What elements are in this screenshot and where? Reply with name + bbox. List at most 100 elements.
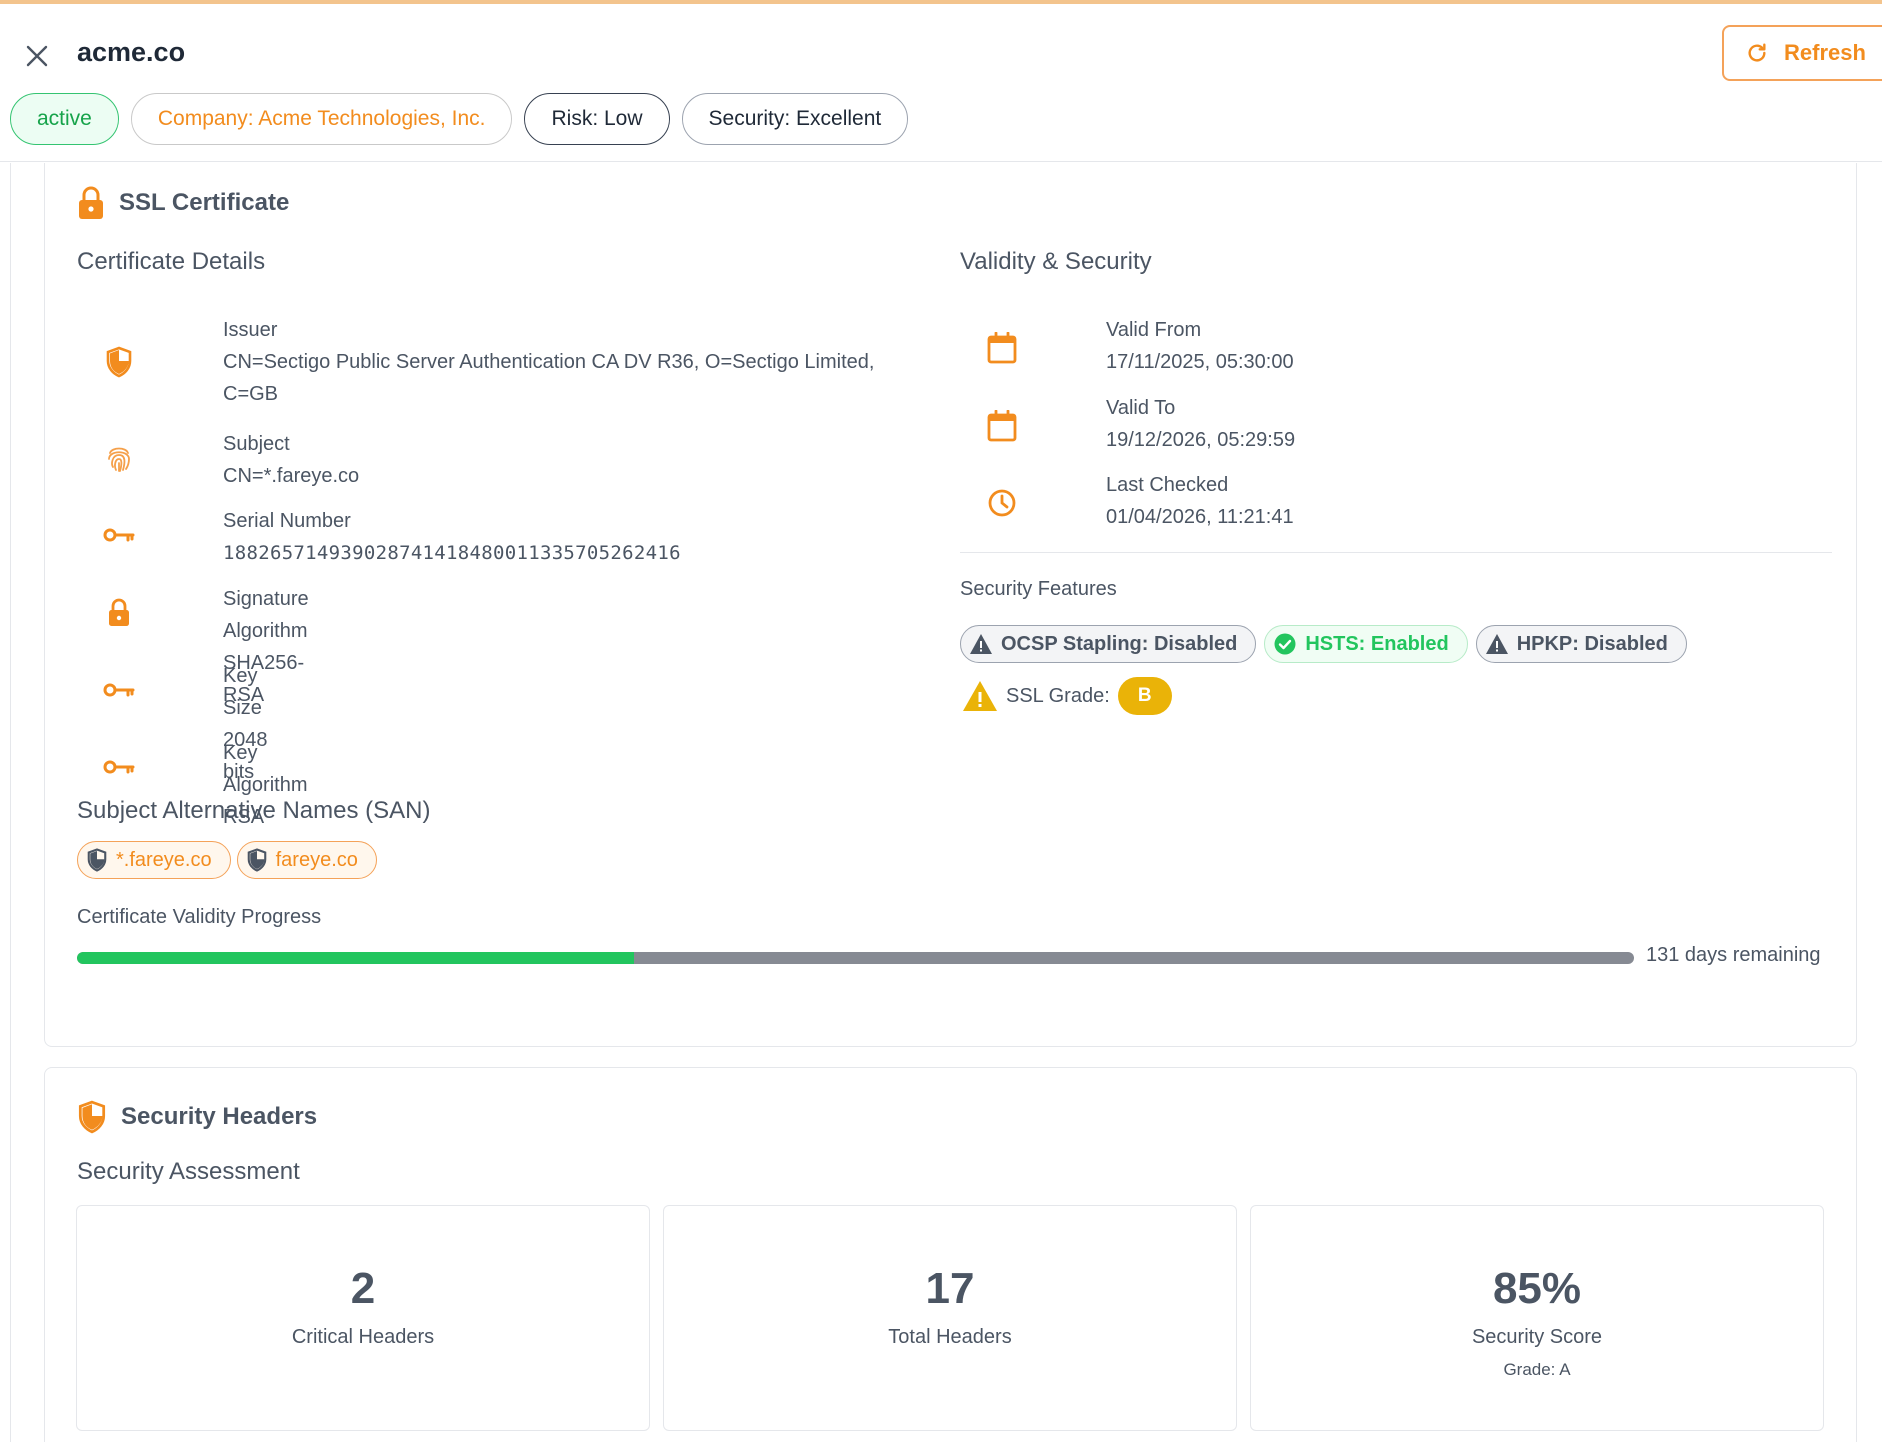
headers-title-text: Security Headers bbox=[121, 1103, 318, 1130]
hsts-chip: HSTS: Enabled bbox=[1264, 625, 1468, 663]
page-title: acme.co bbox=[77, 37, 186, 67]
security-score-value: 85% bbox=[1492, 1264, 1582, 1313]
lock-icon bbox=[79, 186, 103, 219]
risk-tag[interactable]: Risk: Low bbox=[524, 93, 670, 145]
status-badge[interactable]: active bbox=[10, 93, 119, 145]
lock-icon bbox=[109, 598, 129, 626]
security-score-label: Security Score bbox=[1471, 1326, 1603, 1348]
detail-header: acme.co Refresh active Company: Acme Tec… bbox=[0, 4, 1882, 162]
critical-headers-stat: 2 Critical Headers bbox=[76, 1205, 650, 1431]
total-headers-value: 17 bbox=[925, 1264, 975, 1313]
headers-card-title: Security Headers bbox=[77, 1100, 317, 1134]
ssl-grade-label: SSL Grade: bbox=[1006, 684, 1110, 707]
key-icon bbox=[103, 528, 135, 542]
issuer-label: Issuer bbox=[223, 319, 278, 341]
check-circle-icon bbox=[1274, 633, 1296, 655]
warning-icon bbox=[970, 634, 992, 654]
security-tag[interactable]: Security: Excellent bbox=[681, 93, 909, 145]
key-size-value: 2048 bits bbox=[223, 729, 268, 783]
validity-progress-bar bbox=[77, 952, 1634, 964]
ssl-grade-row: SSL Grade: B bbox=[962, 677, 1172, 715]
serial-row: Serial Number 18826571493902874141848001… bbox=[97, 505, 681, 565]
ocsp-stapling-text: OCSP Stapling: Disabled bbox=[1001, 632, 1238, 655]
ssl-card-title: SSL Certificate bbox=[77, 186, 289, 220]
total-headers-stat: 17 Total Headers bbox=[663, 1205, 1237, 1431]
last-checked-row: Last Checked 01/04/2026, 11:21:41 bbox=[980, 469, 1294, 537]
shield-icon bbox=[106, 346, 132, 378]
shield-icon bbox=[78, 1100, 106, 1134]
security-assessment-heading: Security Assessment bbox=[77, 1158, 300, 1185]
warning-icon bbox=[963, 681, 997, 711]
calendar-icon bbox=[987, 332, 1017, 364]
san-heading: Subject Alternative Names (SAN) bbox=[77, 797, 431, 824]
total-headers-label: Total Headers bbox=[888, 1326, 1012, 1348]
san-text: *.fareye.co bbox=[116, 848, 212, 871]
refresh-label: Refresh bbox=[1784, 40, 1866, 65]
warning-icon bbox=[1485, 634, 1508, 654]
security-features-list: OCSP Stapling: Disabled HSTS: Enabled HP… bbox=[960, 625, 1687, 663]
valid-from-value: 17/11/2025, 05:30:00 bbox=[1106, 351, 1294, 373]
serial-value: 188265714939028741418480011335705262416 bbox=[223, 542, 681, 564]
signature-algorithm-value: SHA256-RSA bbox=[223, 652, 305, 706]
valid-to-value: 19/12/2026, 05:29:59 bbox=[1106, 429, 1296, 451]
security-score-grade: Grade: A bbox=[1503, 1360, 1571, 1379]
content-scroll-area[interactable]: SSL Certificate Certificate Details Vali… bbox=[0, 163, 1882, 1442]
refresh-button[interactable]: Refresh bbox=[1722, 25, 1882, 81]
refresh-icon bbox=[1748, 43, 1766, 62]
tag-list: active Company: Acme Technologies, Inc. … bbox=[10, 93, 909, 145]
san-chip: fareye.co bbox=[236, 841, 377, 879]
valid-from-row: Valid From 17/11/2025, 05:30:00 bbox=[980, 314, 1294, 382]
key-size-row: Key Size 2048 bits bbox=[97, 660, 268, 783]
hpkp-text: HPKP: Disabled bbox=[1516, 632, 1668, 655]
fingerprint-icon bbox=[108, 447, 130, 472]
san-list: *.fareye.co fareye.co bbox=[77, 841, 377, 879]
san-chip: *.fareye.co bbox=[77, 841, 231, 879]
subject-row: Subject CN=*.fareye.co bbox=[97, 428, 359, 488]
serial-label: Serial Number bbox=[223, 510, 351, 532]
valid-to-row: Valid To 19/12/2026, 05:29:59 bbox=[980, 392, 1295, 460]
subject-value: CN=*.fareye.co bbox=[223, 465, 360, 487]
signature-algorithm-label: Signature Algorithm bbox=[223, 588, 309, 642]
signature-algorithm-row: Signature Algorithm SHA256-RSA bbox=[97, 583, 309, 706]
last-checked-value: 01/04/2026, 11:21:41 bbox=[1106, 506, 1294, 528]
left-divider bbox=[10, 163, 11, 1442]
critical-headers-label: Critical Headers bbox=[291, 1326, 435, 1348]
validity-divider bbox=[960, 552, 1832, 553]
ssl-grade-badge: B bbox=[1117, 677, 1172, 715]
ocsp-stapling-chip: OCSP Stapling: Disabled bbox=[960, 625, 1257, 663]
close-icon bbox=[26, 45, 48, 67]
ssl-title-text: SSL Certificate bbox=[119, 189, 290, 216]
calendar-icon bbox=[987, 410, 1017, 442]
company-tag[interactable]: Company: Acme Technologies, Inc. bbox=[130, 93, 513, 145]
key-algorithm-label: Key Algorithm bbox=[223, 742, 308, 796]
clock-icon bbox=[988, 489, 1016, 517]
critical-headers-value: 2 bbox=[350, 1264, 376, 1313]
top-accent-line bbox=[0, 0, 1882, 4]
security-features-heading: Security Features bbox=[960, 578, 1117, 600]
key-algorithm-row: Key Algorithm RSA bbox=[97, 737, 307, 828]
subject-label: Subject bbox=[223, 433, 290, 455]
valid-from-label: Valid From bbox=[1106, 319, 1202, 341]
hpkp-chip: HPKP: Disabled bbox=[1475, 625, 1687, 663]
validity-security-heading: Validity & Security bbox=[960, 248, 1152, 275]
san-text: fareye.co bbox=[275, 848, 358, 871]
key-size-label: Key Size bbox=[223, 665, 262, 719]
issuer-value-line2: C=GB bbox=[223, 383, 279, 405]
key-algorithm-value: RSA bbox=[223, 806, 265, 828]
close-button[interactable] bbox=[22, 41, 52, 71]
ssl-certificate-card: SSL Certificate Certificate Details Vali… bbox=[44, 163, 1857, 1047]
shield-icon bbox=[247, 848, 266, 872]
issuer-row: Issuer CN=Sectigo Public Server Authenti… bbox=[97, 314, 874, 410]
days-remaining-text: 131 days remaining bbox=[1646, 944, 1821, 966]
security-score-stat: 85% Security Score Grade: A bbox=[1250, 1205, 1824, 1431]
validity-progress-heading: Certificate Validity Progress bbox=[77, 906, 322, 928]
validity-progress-fill bbox=[77, 952, 635, 964]
shield-icon bbox=[87, 848, 107, 872]
hsts-text: HSTS: Enabled bbox=[1305, 632, 1449, 655]
key-icon bbox=[103, 683, 135, 697]
last-checked-label: Last Checked bbox=[1106, 474, 1229, 496]
issuer-value-line1: CN=Sectigo Public Server Authentication … bbox=[223, 351, 875, 373]
certificate-details-heading: Certificate Details bbox=[77, 248, 266, 275]
valid-to-label: Valid To bbox=[1106, 397, 1176, 419]
key-icon bbox=[103, 760, 135, 774]
